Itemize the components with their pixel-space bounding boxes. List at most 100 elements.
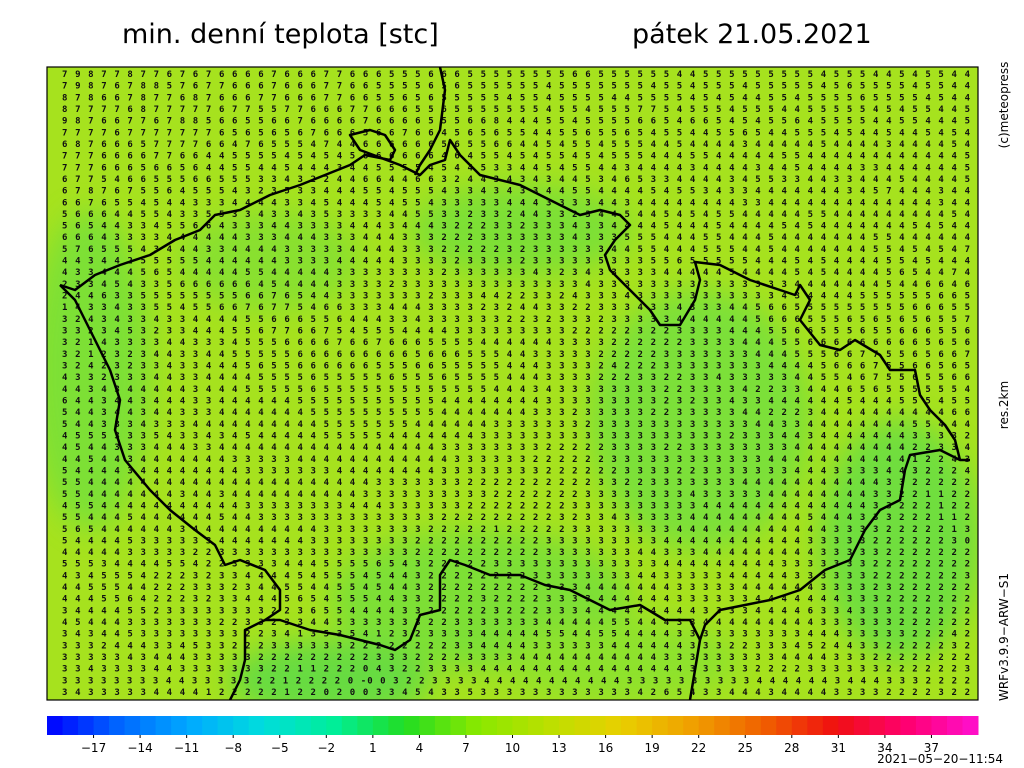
grid-row: 5 5 4 4 4 5 4 4 4 4 4 4 5 4 4 3 3 3 3 3 …	[62, 513, 970, 523]
grid-row: 2 3 3 4 5 4 3 3 5 6 6 6 6 6 6 4 5 4 4 4 …	[62, 280, 970, 290]
value-grid: 7 9 8 7 7 8 7 7 6 7 6 7 6 6 6 6 7 6 6 6 …	[62, 70, 971, 698]
grid-row: 4 5 4 4 3 3 3 4 4 4 3 3 4 4 4 4 4 4 4 4 …	[62, 443, 971, 453]
colorbar-cell	[652, 716, 669, 735]
grid-row: 4 5 4 4 4 3 3 3 3 3 3 3 2 2 3 3 2 3 3 4 …	[62, 618, 970, 628]
colorbar-cell	[512, 716, 529, 735]
colorbar-cell	[776, 716, 793, 735]
colorbar-tick-label: 25	[738, 741, 753, 755]
colorbar-tick-label: 19	[645, 741, 660, 755]
colorbar-cell	[155, 716, 172, 735]
colorbar-cell	[264, 716, 281, 735]
colorbar-cell	[853, 716, 870, 735]
colorbar-cell	[559, 716, 576, 735]
colorbar-tick-label: −11	[174, 741, 199, 755]
colorbar-cell	[667, 716, 684, 735]
grid-row: 5 4 4 4 4 3 4 4 4 4 4 4 4 4 3 3 3 3 3 3 …	[62, 466, 971, 476]
colorbar-cell	[496, 716, 513, 735]
grid-row: 6 6 7 6 5 5 4 5 4 4 3 3 3 4 4 4 4 3 3 4 …	[62, 198, 971, 208]
colorbar-cell	[202, 716, 219, 735]
colorbar-cell	[465, 716, 482, 735]
border	[59, 284, 282, 700]
colorbar-cell	[341, 716, 358, 735]
grid-row: 9 8 7 6 6 7 7 6 7 8 8 5 6 6 5 5 6 6 7 6 …	[62, 117, 970, 127]
colorbar-cell	[419, 716, 436, 735]
colorbar-cell	[78, 716, 95, 735]
grid-row: 5 4 4 3 3 3 4 3 3 3 4 4 4 4 4 4 4 4 4 4 …	[62, 420, 971, 430]
grid-row: 7 7 7 7 6 7 7 7 7 7 7 7 6 5 6 5 6 5 6 7 …	[62, 128, 971, 138]
grid-row: 3 4 4 4 4 5 5 2 3 3 3 3 3 3 3 3 2 2 3 6 …	[62, 606, 970, 616]
grid-row: 7 7 7 6 6 6 5 6 6 5 6 4 4 5 5 4 4 5 4 4 …	[62, 163, 970, 173]
colorbar-cell	[543, 716, 560, 735]
timestamp: 2021−05−20−11:54	[877, 752, 1003, 766]
colorbar-cell	[140, 716, 157, 735]
grid-row: 3 2 1 2 3 2 3 4 4 3 3 4 4 5 5 5 5 5 6 6 …	[62, 350, 970, 360]
colorbar-cell	[434, 716, 451, 735]
map-frame	[46, 66, 979, 701]
grid-row: 4 5 5 5 3 3 3 5 4 3 3 4 3 4 5 4 4 4 4 4 …	[62, 431, 970, 441]
grid-row: 3 3 3 3 3 4 3 4 4 4 3 3 3 3 3 2 2 2 2 2 …	[62, 653, 970, 663]
grid-row: 7 9 8 7 7 8 7 7 6 7 6 7 6 6 6 6 7 6 6 6 …	[62, 70, 971, 80]
colorbar-tick-label: −14	[127, 741, 152, 755]
grid-row: 5 7 6 5 5 5 4 3 4 4 4 3 3 4 4 4 4 3 3 3 …	[62, 245, 970, 255]
colorbar-tick-label: 22	[691, 741, 706, 755]
colorbar-cell	[186, 716, 203, 735]
colorbar-tick-label: −8	[224, 741, 242, 755]
grid-row: 6 8 7 6 6 6 5 7 7 7 7 6 6 4 7 6 5 5 5 4 …	[62, 140, 971, 150]
grid-row: 5 4 4 3 4 4 3 4 4 3 3 3 4 4 4 4 4 4 4 5 …	[62, 408, 970, 418]
grid-row: 5 5 4 4 4 4 4 4 4 4 4 4 4 4 4 4 4 4 4 4 …	[62, 478, 970, 488]
resolution: res.2km	[997, 381, 1011, 429]
grid-row: 1 4 3 3 4 3 3 5 5 4 5 5 6 6 7 6 7 7 5 4 …	[62, 303, 970, 313]
colorbar-cell	[372, 716, 389, 735]
grid-row: 4 3 4 5 5 5 4 2 2 2 3 2 3 3 4 4 4 4 5 4 …	[62, 571, 970, 581]
colorbar-cell	[93, 716, 110, 735]
colorbar-tick-label: −2	[317, 741, 335, 755]
colorbar-cell	[869, 716, 886, 735]
grid-row: 5 6 5 4 4 3 3 4 5 5 6 6 4 3 3 3 4 4 3 3 …	[62, 222, 971, 232]
colorbar-cell	[171, 716, 188, 735]
colorbar-cell	[248, 716, 265, 735]
cool-areas	[47, 185, 978, 700]
map: 7 9 8 7 7 8 7 7 6 7 6 7 6 6 6 6 7 6 6 6 …	[47, 67, 978, 700]
colorbar-tick-label: 13	[551, 741, 566, 755]
colorbar-tick-label: 1	[369, 741, 377, 755]
colorbar-tick-label: 4	[416, 741, 424, 755]
colorbar-cell	[838, 716, 855, 735]
grid-row: 3 4 3 3 3 3 3 4 4 4 4 1 2 2 2 2 2 1 2 2 …	[62, 688, 970, 698]
colorbar-cell	[481, 716, 498, 735]
colorbar-tick-label: 10	[505, 741, 520, 755]
grid-row: 2 4 4 6 3 3 5 5 5 5 5 5 5 5 6 6 7 6 5 4 …	[62, 292, 970, 302]
grid-row: 6 7 8 7 6 7 5 5 6 4 5 5 5 4 3 2 3 5 3 3 …	[62, 187, 971, 197]
colorbar-cell	[962, 716, 979, 735]
grid-row: 5 6 6 6 4 4 5 5 4 3 3 5 5 3 3 4 3 3 4 3 …	[62, 210, 971, 220]
grid-row: 4 4 4 5 5 6 4 2 2 2 3 2 3 3 4 4 4 5 6 5 …	[62, 595, 970, 605]
colorbar-cell	[946, 716, 963, 735]
colorbar-cell	[822, 716, 839, 735]
colorbar-cell	[931, 716, 948, 735]
colorbar-cell	[326, 716, 343, 735]
colorbar-tick-label: 7	[462, 741, 470, 755]
grid-row: 5 5 4 4 4 4 4 4 4 3 4 4 3 4 4 4 4 4 4 4 …	[62, 490, 970, 500]
grid-row: 7 7 7 6 6 6 6 7 7 6 6 4 4 5 5 5 5 4 5 4 …	[62, 152, 970, 162]
colorbar-cell	[807, 716, 824, 735]
grid-row: 8 7 7 7 7 6 8 7 7 7 7 7 6 7 7 5 5 7 7 6 …	[62, 105, 970, 115]
grid-row: 4 4 5 5 5 4 4 2 2 2 3 3 3 2 3 4 4 5 5 4 …	[62, 583, 970, 593]
colorbar-cell	[683, 716, 700, 735]
colorbar-cell	[62, 716, 79, 735]
colorbar-tick-label: 28	[784, 741, 799, 755]
grid-row: 3 3 3 3 3 3 3 3 4 4 3 3 3 3 3 2 2 1 2 2 …	[62, 676, 970, 686]
grid-row: 5 4 4 4 4 5 3 3 3 3 3 3 4 4 4 4 4 4 4 3 …	[62, 536, 970, 546]
colorbar-tick-label: −17	[81, 741, 106, 755]
colorbar-tick-label: 37	[924, 741, 939, 755]
colorbar-cell	[279, 716, 296, 735]
grid-row: 7 9 8 7 6 7 8 8 5 7 6 7 7 6 6 6 7 6 6 6 …	[62, 82, 971, 92]
colorbar-cell	[714, 716, 731, 735]
border	[688, 639, 702, 700]
colorbar-cell	[233, 716, 250, 735]
colorbar: −17 −14 −11 −8 −5 −2 1 4 7 10 13 16 19 22 25 28 31 34 37	[47, 716, 979, 755]
grid-row: 4 5 5 4 4 4 4 4 4 4 4 4 4 4 3 3 3 3 3 3 …	[62, 501, 970, 511]
grid-row: 6 4 4 3 4 4 3 4 4 4 3 3 4 4 4 4 4 4 5 5 …	[62, 396, 970, 406]
colorbar-cell	[357, 716, 374, 735]
colorbar-cell	[791, 716, 808, 735]
